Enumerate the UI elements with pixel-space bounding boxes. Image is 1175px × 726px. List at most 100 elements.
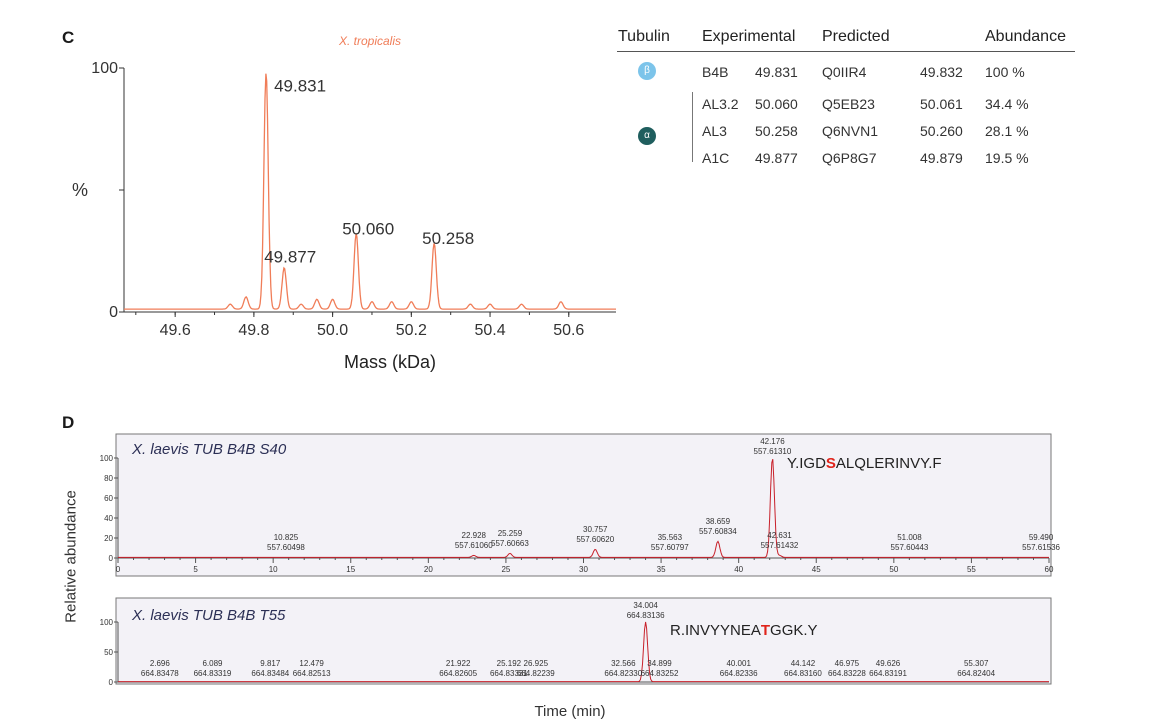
peak-rt-label: 42.631 [767, 531, 792, 540]
x-tick-label: 5 [193, 565, 198, 574]
peak-mz-label: 557.60663 [491, 539, 529, 548]
peptide-sequence: Y.IGDSALQLERINVY.F [787, 455, 942, 472]
row-name: B4B [702, 64, 729, 80]
row-name: A1C [702, 150, 730, 166]
panel-c-letter: C [62, 28, 75, 47]
x-tick-label: 10 [269, 565, 278, 574]
xic-title: X. laevis TUB B4B S40 [131, 441, 287, 458]
row-uniprot-id: Q5EB23 [822, 96, 875, 112]
peak-rt-label: 51.008 [897, 533, 922, 542]
peak-rt-label: 32.566 [611, 659, 636, 668]
row-experimental: 50.060 [755, 96, 798, 112]
beta-badge: β [638, 62, 656, 80]
peak-mz-label: 557.61310 [754, 447, 792, 456]
peptide-sequence: R.INVYYNEATGGK.Y [670, 622, 818, 639]
y-tick-label: 20 [104, 534, 113, 543]
peak-mz-label: 557.60797 [651, 543, 689, 552]
peak-mz-label: 557.61536 [1022, 543, 1060, 552]
peak-rt-label: 9.817 [260, 659, 281, 668]
peak-mz-label: 557.60834 [699, 527, 737, 536]
peak-mz-label: 664.83319 [194, 669, 232, 678]
peak-mz-label: 664.83331 [490, 669, 528, 678]
x-tick-label: 49.8 [238, 322, 269, 339]
xic-t55-chromatogram: 0 50 100 X. laevis TUB B4B T55 2.696664.8347… [100, 597, 1052, 687]
peak-rt-label: 21.922 [446, 659, 471, 668]
x-tick-label: 60 [1045, 565, 1054, 574]
row-name: AL3 [702, 123, 727, 139]
peak-rt-label: 12.479 [299, 659, 324, 668]
y-tick-label: 0 [109, 304, 118, 321]
header-predicted: Predicted [822, 28, 890, 45]
row-abundance: 19.5 % [985, 150, 1029, 166]
peak-mz-label: 557.60620 [576, 535, 614, 544]
chart-title: X. tropicalis [338, 34, 401, 48]
x-tick-label: 45 [812, 565, 821, 574]
row-uniprot-id: Q0IIR4 [822, 64, 867, 80]
peak-label: 50.060 [342, 219, 394, 238]
plot-frame [115, 597, 1052, 685]
row-experimental: 49.877 [755, 150, 798, 166]
peak-mz-label: 664.82513 [293, 669, 331, 678]
xic-title: X. laevis TUB B4B T55 [131, 607, 286, 624]
y-tick-label: 100 [100, 454, 114, 463]
peak-rt-label: 10.825 [274, 533, 299, 542]
peak-rt-label: 44.142 [791, 659, 816, 668]
x-axis-label: Mass (kDa) [344, 352, 436, 372]
peak-mz-label: 664.83191 [869, 669, 907, 678]
peak-mz-label: 557.60443 [891, 543, 929, 552]
x-tick-label: 50.0 [317, 322, 348, 339]
peak-mz-label: 664.83252 [641, 669, 679, 678]
peak-label: 49.877 [264, 248, 316, 267]
peak-mz-label: 664.83136 [627, 611, 665, 620]
peak-mz-label: 664.82605 [439, 669, 477, 678]
row-uniprot-id: Q6NVN1 [822, 123, 879, 139]
row-abundance: 34.4 % [985, 96, 1029, 112]
x-tick-label: 0 [116, 565, 121, 574]
peak-rt-label: 25.259 [498, 529, 523, 538]
chromatogram-trace [118, 458, 1049, 558]
y-tick-label: 100 [100, 618, 114, 627]
row-predicted: 50.061 [920, 96, 963, 112]
peak-rt-label: 49.626 [876, 659, 901, 668]
header-experimental: Experimental [702, 28, 796, 45]
alpha-bracket [692, 92, 693, 162]
row-predicted: 49.879 [920, 150, 963, 166]
peak-label: 49.831 [274, 76, 326, 95]
plot-frame [115, 433, 1052, 577]
peak-mz-label: 664.83484 [251, 669, 289, 678]
peak-mz-label: 664.82336 [720, 669, 758, 678]
y-tick-label: 0 [109, 554, 114, 563]
x-tick-label: 50.4 [474, 322, 505, 339]
header-rule [617, 51, 1075, 52]
y-tick-label: 100 [91, 60, 118, 77]
alpha-badge: α [638, 127, 656, 145]
row-abundance: 100 % [985, 64, 1025, 80]
peak-rt-label: 2.696 [150, 659, 171, 668]
x-tick-label: 15 [346, 565, 355, 574]
row-experimental: 49.831 [755, 64, 798, 80]
peak-rt-label: 26.925 [524, 659, 549, 668]
y-axis-label: % [72, 180, 88, 200]
peak-rt-label: 35.563 [658, 533, 683, 542]
deconvoluted-mass-spectrum: X. tropicalis 0 100% 49.6 49.8 50.0 50.2 50.4 50… [72, 34, 616, 372]
x-tick-label: 55 [967, 565, 976, 574]
peak-rt-label: 59.490 [1029, 533, 1054, 542]
peak-mz-label: 557.60498 [267, 543, 305, 552]
peak-mz-label: 664.82404 [957, 669, 995, 678]
peak-mz-label: 664.83228 [828, 669, 866, 678]
peak-rt-label: 34.899 [647, 659, 672, 668]
chromatogram-trace [118, 621, 1049, 683]
peak-rt-label: 22.928 [462, 531, 487, 540]
peak-rt-label: 38.659 [706, 517, 731, 526]
peak-rt-label: 42.176 [760, 437, 785, 446]
row-name: AL3.2 [702, 96, 739, 112]
peak-mz-label: 557.61060 [455, 541, 493, 550]
peak-rt-label: 55.307 [964, 659, 989, 668]
row-experimental: 50.258 [755, 123, 798, 139]
peak-label: 50.258 [422, 229, 474, 248]
row-uniprot-id: Q6P8G7 [822, 150, 877, 166]
peak-rt-label: 25.192 [497, 659, 522, 668]
header-abundance: Abundance [985, 28, 1066, 45]
peak-rt-label: 30.757 [583, 525, 608, 534]
peak-rt-label: 34.004 [633, 601, 658, 610]
